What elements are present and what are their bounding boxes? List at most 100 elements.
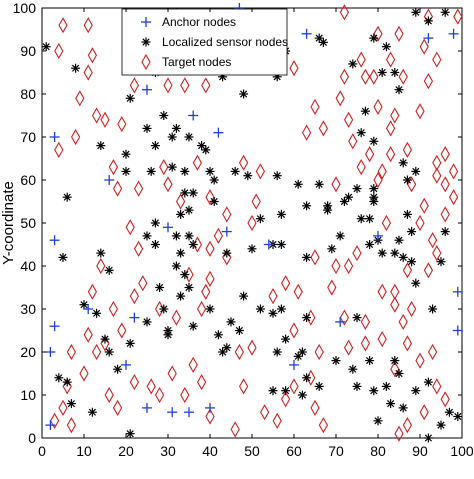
diamond-point: [310, 249, 320, 266]
asterisk-point-stroke: [231, 167, 239, 176]
plus-point: [423, 33, 434, 44]
y-tick-label: 0: [28, 430, 36, 446]
asterisk-point-stroke: [223, 344, 231, 352]
asterisk-point: [281, 334, 291, 344]
asterisk-point-stroke: [197, 141, 206, 150]
diamond-point: [423, 262, 434, 279]
diamond-point: [377, 163, 387, 180]
asterisk-point: [352, 313, 362, 323]
asterisk-point-stroke: [181, 167, 189, 176]
asterisk-point: [121, 166, 131, 176]
asterisk-point-stroke: [412, 167, 420, 176]
diamond-point: [117, 115, 127, 133]
asterisk-point: [167, 132, 177, 142]
diamond-point: [327, 279, 337, 296]
diamond-point: [377, 283, 387, 300]
diamond-point: [369, 68, 379, 85]
diamond-point: [394, 425, 404, 442]
x-tick-label: 50: [244, 443, 260, 459]
diamond-point: [356, 158, 366, 176]
asterisk-point-stroke: [357, 129, 365, 137]
asterisk-point-stroke: [122, 150, 130, 158]
diamond-point: [390, 283, 400, 300]
legend-asterisk-swatch: [141, 37, 151, 47]
asterisk-point-stroke: [454, 412, 462, 421]
asterisk-point: [411, 166, 421, 176]
diamond-point: [377, 330, 387, 348]
asterisk-point: [369, 136, 379, 146]
asterisk-point-stroke: [445, 408, 454, 416]
asterisk-point: [268, 308, 278, 318]
diamond-point: [70, 128, 81, 146]
asterisk-point-stroke: [206, 167, 214, 176]
diamond-point: [453, 8, 463, 25]
diamond-point: [440, 206, 450, 223]
asterisk-point: [407, 257, 417, 267]
asterisk-point-stroke: [97, 249, 105, 257]
asterisk-point: [272, 171, 282, 181]
asterisk-point: [402, 175, 412, 185]
diamond-point: [54, 42, 64, 60]
asterisk-point-stroke: [126, 339, 134, 348]
asterisk-point: [159, 111, 169, 120]
asterisk-point-stroke: [370, 184, 378, 193]
asterisk-point: [184, 205, 194, 215]
diamond-point: [188, 356, 198, 374]
diamond-point: [108, 300, 119, 318]
asterisk-point-stroke: [315, 382, 323, 391]
asterisk-point: [268, 386, 278, 396]
diamond-point: [205, 189, 215, 206]
asterisk-point: [386, 399, 396, 409]
asterisk-point-stroke: [407, 258, 416, 266]
asterisk-point: [71, 63, 81, 73]
asterisk-point: [356, 214, 366, 224]
asterisk-point-stroke: [370, 34, 378, 42]
asterisk-point: [377, 68, 387, 77]
asterisk-point-stroke: [382, 382, 391, 391]
diamond-point: [108, 158, 119, 176]
diamond-point: [192, 154, 203, 171]
diamond-point: [129, 373, 140, 391]
asterisk-point-stroke: [407, 227, 416, 236]
y-tick-label: 10: [20, 387, 36, 403]
diamond-point: [360, 335, 371, 352]
asterisk-point-stroke: [235, 326, 244, 335]
diamond-point: [419, 404, 429, 421]
diamond-point: [259, 404, 270, 421]
asterisk-point-stroke: [399, 159, 407, 167]
asterisk-point: [365, 240, 375, 249]
asterisk-point: [394, 235, 404, 245]
asterisk-point-stroke: [143, 124, 151, 133]
asterisk-point: [184, 283, 194, 292]
asterisk-point: [167, 162, 177, 172]
asterisk-point: [377, 248, 387, 258]
diamond-point: [171, 309, 182, 326]
asterisk-point-stroke: [244, 172, 252, 180]
legend-diamond-swatch: [141, 53, 151, 71]
plus-point: [301, 28, 312, 39]
asterisk-point: [171, 261, 181, 271]
asterisk-point: [398, 252, 408, 262]
plus-point: [49, 235, 60, 246]
asterisk-point-stroke: [273, 172, 281, 180]
diamond-point: [402, 262, 413, 279]
diamond-point: [331, 176, 341, 193]
x-tick-label: 100: [450, 443, 474, 459]
asterisk-point: [444, 407, 454, 417]
asterisk-point: [247, 244, 257, 254]
x-tick-label: 0: [38, 443, 46, 459]
asterisk-point: [365, 214, 375, 224]
plus-point: [49, 132, 60, 142]
diamond-point: [49, 412, 60, 429]
diamond-point: [272, 412, 282, 429]
asterisk-point-stroke: [391, 68, 399, 77]
plus-point: [452, 286, 463, 297]
asterisk-point-stroke: [206, 305, 214, 313]
diamond-point: [201, 283, 211, 300]
asterisk-point-stroke: [168, 133, 176, 141]
y-tick-label: 60: [20, 172, 36, 188]
diamond-point: [180, 386, 190, 404]
plus-point: [167, 407, 178, 418]
diamond-point: [402, 335, 413, 352]
